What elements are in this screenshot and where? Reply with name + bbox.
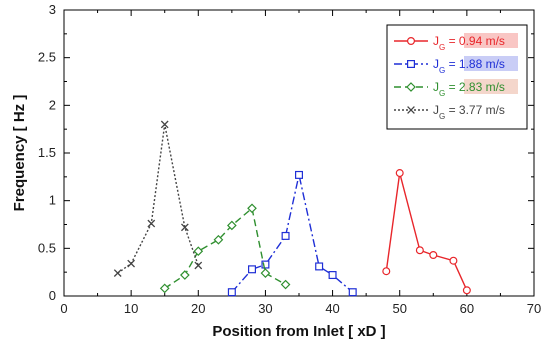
y-tick-label: 0.5 — [38, 240, 56, 255]
legend-marker — [407, 59, 416, 68]
legend-item-0: JG = 0.94 m/s — [394, 33, 518, 52]
legend-label-main: J — [433, 80, 439, 94]
legend-label-value: = 0.94 m/s — [445, 34, 505, 48]
y-axis-title: Frequency [ Hz ] — [11, 95, 28, 212]
data-point — [227, 220, 237, 231]
data-point — [295, 170, 304, 179]
legend-label: JG = 3.77 m/s — [433, 103, 505, 121]
series-line — [164, 206, 286, 289]
data-point — [248, 265, 257, 274]
y-tick-labels: 0 0.5 1 1.5 2 2.5 3 — [38, 2, 56, 303]
y-tick-label: 0 — [49, 288, 56, 303]
legend-marker — [407, 106, 415, 114]
data-point — [280, 279, 291, 290]
legend-label-main: J — [433, 103, 439, 117]
data-point — [281, 231, 290, 240]
legend-label-value: = 2.83 m/s — [445, 80, 505, 94]
legend: JG = 0.94 m/sJG = 1.88 m/sJG = 2.83 m/sJ… — [386, 24, 528, 130]
y-tick-label: 2 — [49, 97, 56, 112]
y-tick-label: 2.5 — [38, 50, 56, 65]
x-tick-label: 30 — [258, 301, 272, 316]
series-1 — [227, 170, 357, 297]
x-tick-label: 10 — [124, 301, 138, 316]
y-tick-label: 1.5 — [38, 145, 56, 160]
x-tick-label: 60 — [460, 301, 474, 316]
series-0 — [382, 169, 471, 295]
series-2 — [159, 203, 291, 294]
legend-label-subscript: G — [439, 89, 445, 98]
data-point — [193, 246, 204, 257]
legend-items: JG = 0.94 m/sJG = 1.88 m/sJG = 2.83 m/sJ… — [394, 33, 518, 121]
x-tick-label: 20 — [191, 301, 205, 316]
data-point — [113, 269, 122, 277]
data-point — [159, 283, 170, 294]
x-tick-label: 40 — [325, 301, 339, 316]
legend-label-main: J — [433, 57, 439, 71]
legend-label-value: = 1.88 m/s — [445, 57, 505, 71]
series-layer — [113, 120, 471, 297]
legend-marker — [407, 36, 416, 45]
data-point — [194, 261, 203, 270]
x-tick-label: 0 — [60, 301, 67, 316]
data-point — [147, 219, 156, 228]
data-point — [180, 223, 189, 232]
series-line — [385, 172, 468, 291]
data-point — [429, 251, 438, 260]
data-point — [227, 288, 236, 297]
legend-label-subscript: G — [439, 66, 445, 75]
data-point — [449, 256, 458, 265]
data-point — [180, 270, 190, 280]
legend-label-value: = 3.77 m/s — [445, 103, 505, 117]
data-point — [127, 259, 136, 268]
x-tick-labels: 0 10 20 30 40 50 60 70 — [60, 301, 541, 316]
data-point — [315, 262, 324, 271]
data-point — [260, 268, 271, 278]
legend-label-subscript: G — [439, 43, 445, 52]
data-point — [462, 286, 471, 295]
legend-label: JG = 1.88 m/s — [433, 57, 505, 75]
y-tick-label: 1 — [49, 193, 56, 208]
legend-label: JG = 2.83 m/s — [433, 80, 505, 98]
series-line — [117, 124, 199, 274]
axis-ticks — [63, 9, 535, 297]
legend-highlight — [464, 56, 518, 71]
x-axis-title: Position from Inlet [ xD ] — [212, 323, 385, 340]
data-point — [160, 120, 169, 129]
data-point — [328, 271, 337, 280]
x-tick-label: 70 — [527, 301, 541, 316]
series-3 — [113, 120, 203, 277]
data-point — [213, 234, 224, 245]
data-point — [261, 260, 270, 269]
legend-item-2: JG = 2.83 m/s — [394, 79, 518, 98]
y-tick-label: 3 — [49, 2, 56, 17]
data-point — [382, 267, 391, 276]
data-point — [247, 203, 257, 214]
legend-highlight — [464, 33, 518, 48]
legend-highlight — [464, 79, 518, 94]
legend-label-main: J — [433, 34, 439, 48]
data-point — [395, 169, 404, 178]
legend-marker — [406, 82, 416, 92]
data-point — [348, 288, 357, 297]
legend-item-3: JG = 3.77 m/s — [394, 103, 505, 121]
x-tick-label: 50 — [392, 301, 406, 316]
legend-label: JG = 0.94 m/s — [433, 34, 505, 52]
legend-item-1: JG = 1.88 m/s — [394, 56, 518, 75]
data-point — [415, 246, 424, 255]
legend-label-subscript: G — [439, 112, 445, 121]
